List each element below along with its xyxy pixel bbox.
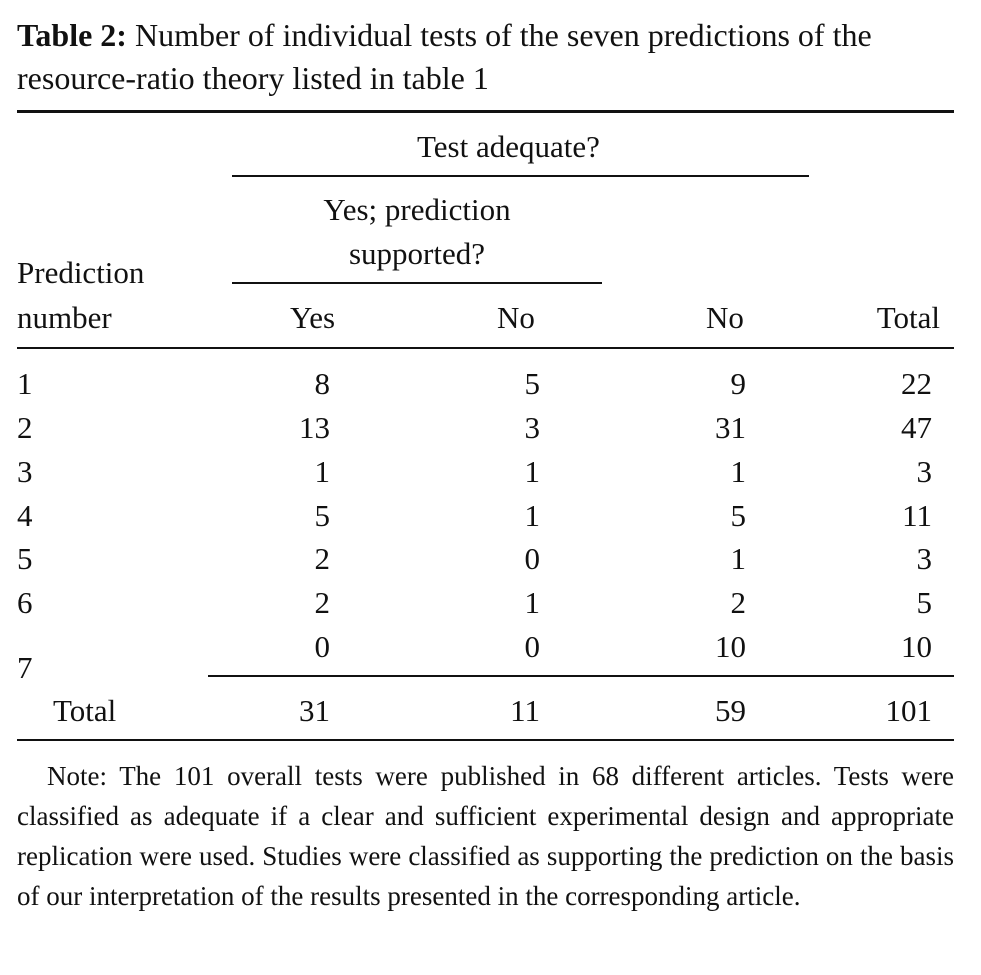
cell-no: 5: [524, 366, 541, 401]
header-prediction-1: Prediction: [17, 255, 145, 290]
bottom-rule: [17, 739, 954, 741]
cell-yes: 2: [314, 541, 331, 576]
cell-not-adequate: 1: [730, 454, 747, 489]
header-col-yes: Yes: [290, 300, 336, 335]
header-yes-prediction-2: supported?: [348, 236, 486, 271]
cell-yes: 0: [314, 629, 331, 664]
cell-yes: 5: [314, 498, 331, 533]
cell-no: 3: [524, 410, 541, 445]
total-rule: [208, 675, 954, 677]
cell-yes: 1: [314, 454, 331, 489]
header-rule: [17, 347, 954, 349]
cell-num: 6: [17, 585, 33, 620]
cell-not-adequate: 1: [730, 541, 747, 576]
cell-not-adequate: 5: [730, 498, 747, 533]
cell-no: 1: [524, 454, 541, 489]
cell-num: 5: [17, 541, 33, 576]
cell-total: 5: [916, 585, 933, 620]
cell-not-adequate: 2: [730, 585, 747, 620]
cell-num: 1: [17, 366, 33, 401]
cell-total: 22: [901, 366, 932, 401]
header-col-total: Total: [876, 300, 940, 335]
cell-total: 3: [916, 454, 933, 489]
cell-yes: 8: [314, 366, 331, 401]
cell-no: 1: [524, 585, 541, 620]
cell-total: 3: [916, 541, 933, 576]
cell-num: 7: [17, 650, 33, 685]
header-test-adequate: Test adequate?: [417, 129, 600, 164]
cell-total: 10: [901, 629, 932, 664]
header-yes-prediction-1: Yes; prediction: [323, 192, 511, 227]
cell-num: 4: [17, 498, 33, 533]
test-adequate-rule: [232, 175, 809, 177]
total-total: 101: [885, 693, 933, 728]
cell-not-adequate: 31: [715, 410, 746, 445]
cell-total: 11: [902, 498, 932, 533]
table-caption: Table 2: Number of individual tests of t…: [17, 14, 957, 100]
cell-not-adequate: 10: [715, 629, 746, 664]
total-not-adequate: 59: [715, 693, 746, 728]
cell-yes: 13: [299, 410, 330, 445]
table-note: Note: The 101 overall tests were publish…: [17, 761, 954, 911]
prediction-supported-rule: [232, 282, 602, 284]
total-label: Total: [53, 693, 117, 728]
cell-no: 0: [524, 541, 541, 576]
header-col-no-adequate: No: [706, 300, 744, 335]
total-yes: 31: [299, 693, 330, 728]
cell-no: 1: [524, 498, 541, 533]
caption-text: Number of individual tests of the seven …: [17, 17, 872, 96]
cell-no: 0: [524, 629, 541, 664]
cell-yes: 2: [314, 585, 331, 620]
cell-num: 3: [17, 454, 33, 489]
header-prediction-2: number: [17, 300, 112, 335]
header-col-no: No: [497, 300, 535, 335]
total-no: 11: [510, 693, 540, 728]
top-rule: [17, 110, 954, 113]
caption-label: Table 2:: [17, 17, 127, 53]
cell-num: 2: [17, 410, 33, 445]
cell-total: 47: [901, 410, 932, 445]
cell-not-adequate: 9: [730, 366, 747, 401]
